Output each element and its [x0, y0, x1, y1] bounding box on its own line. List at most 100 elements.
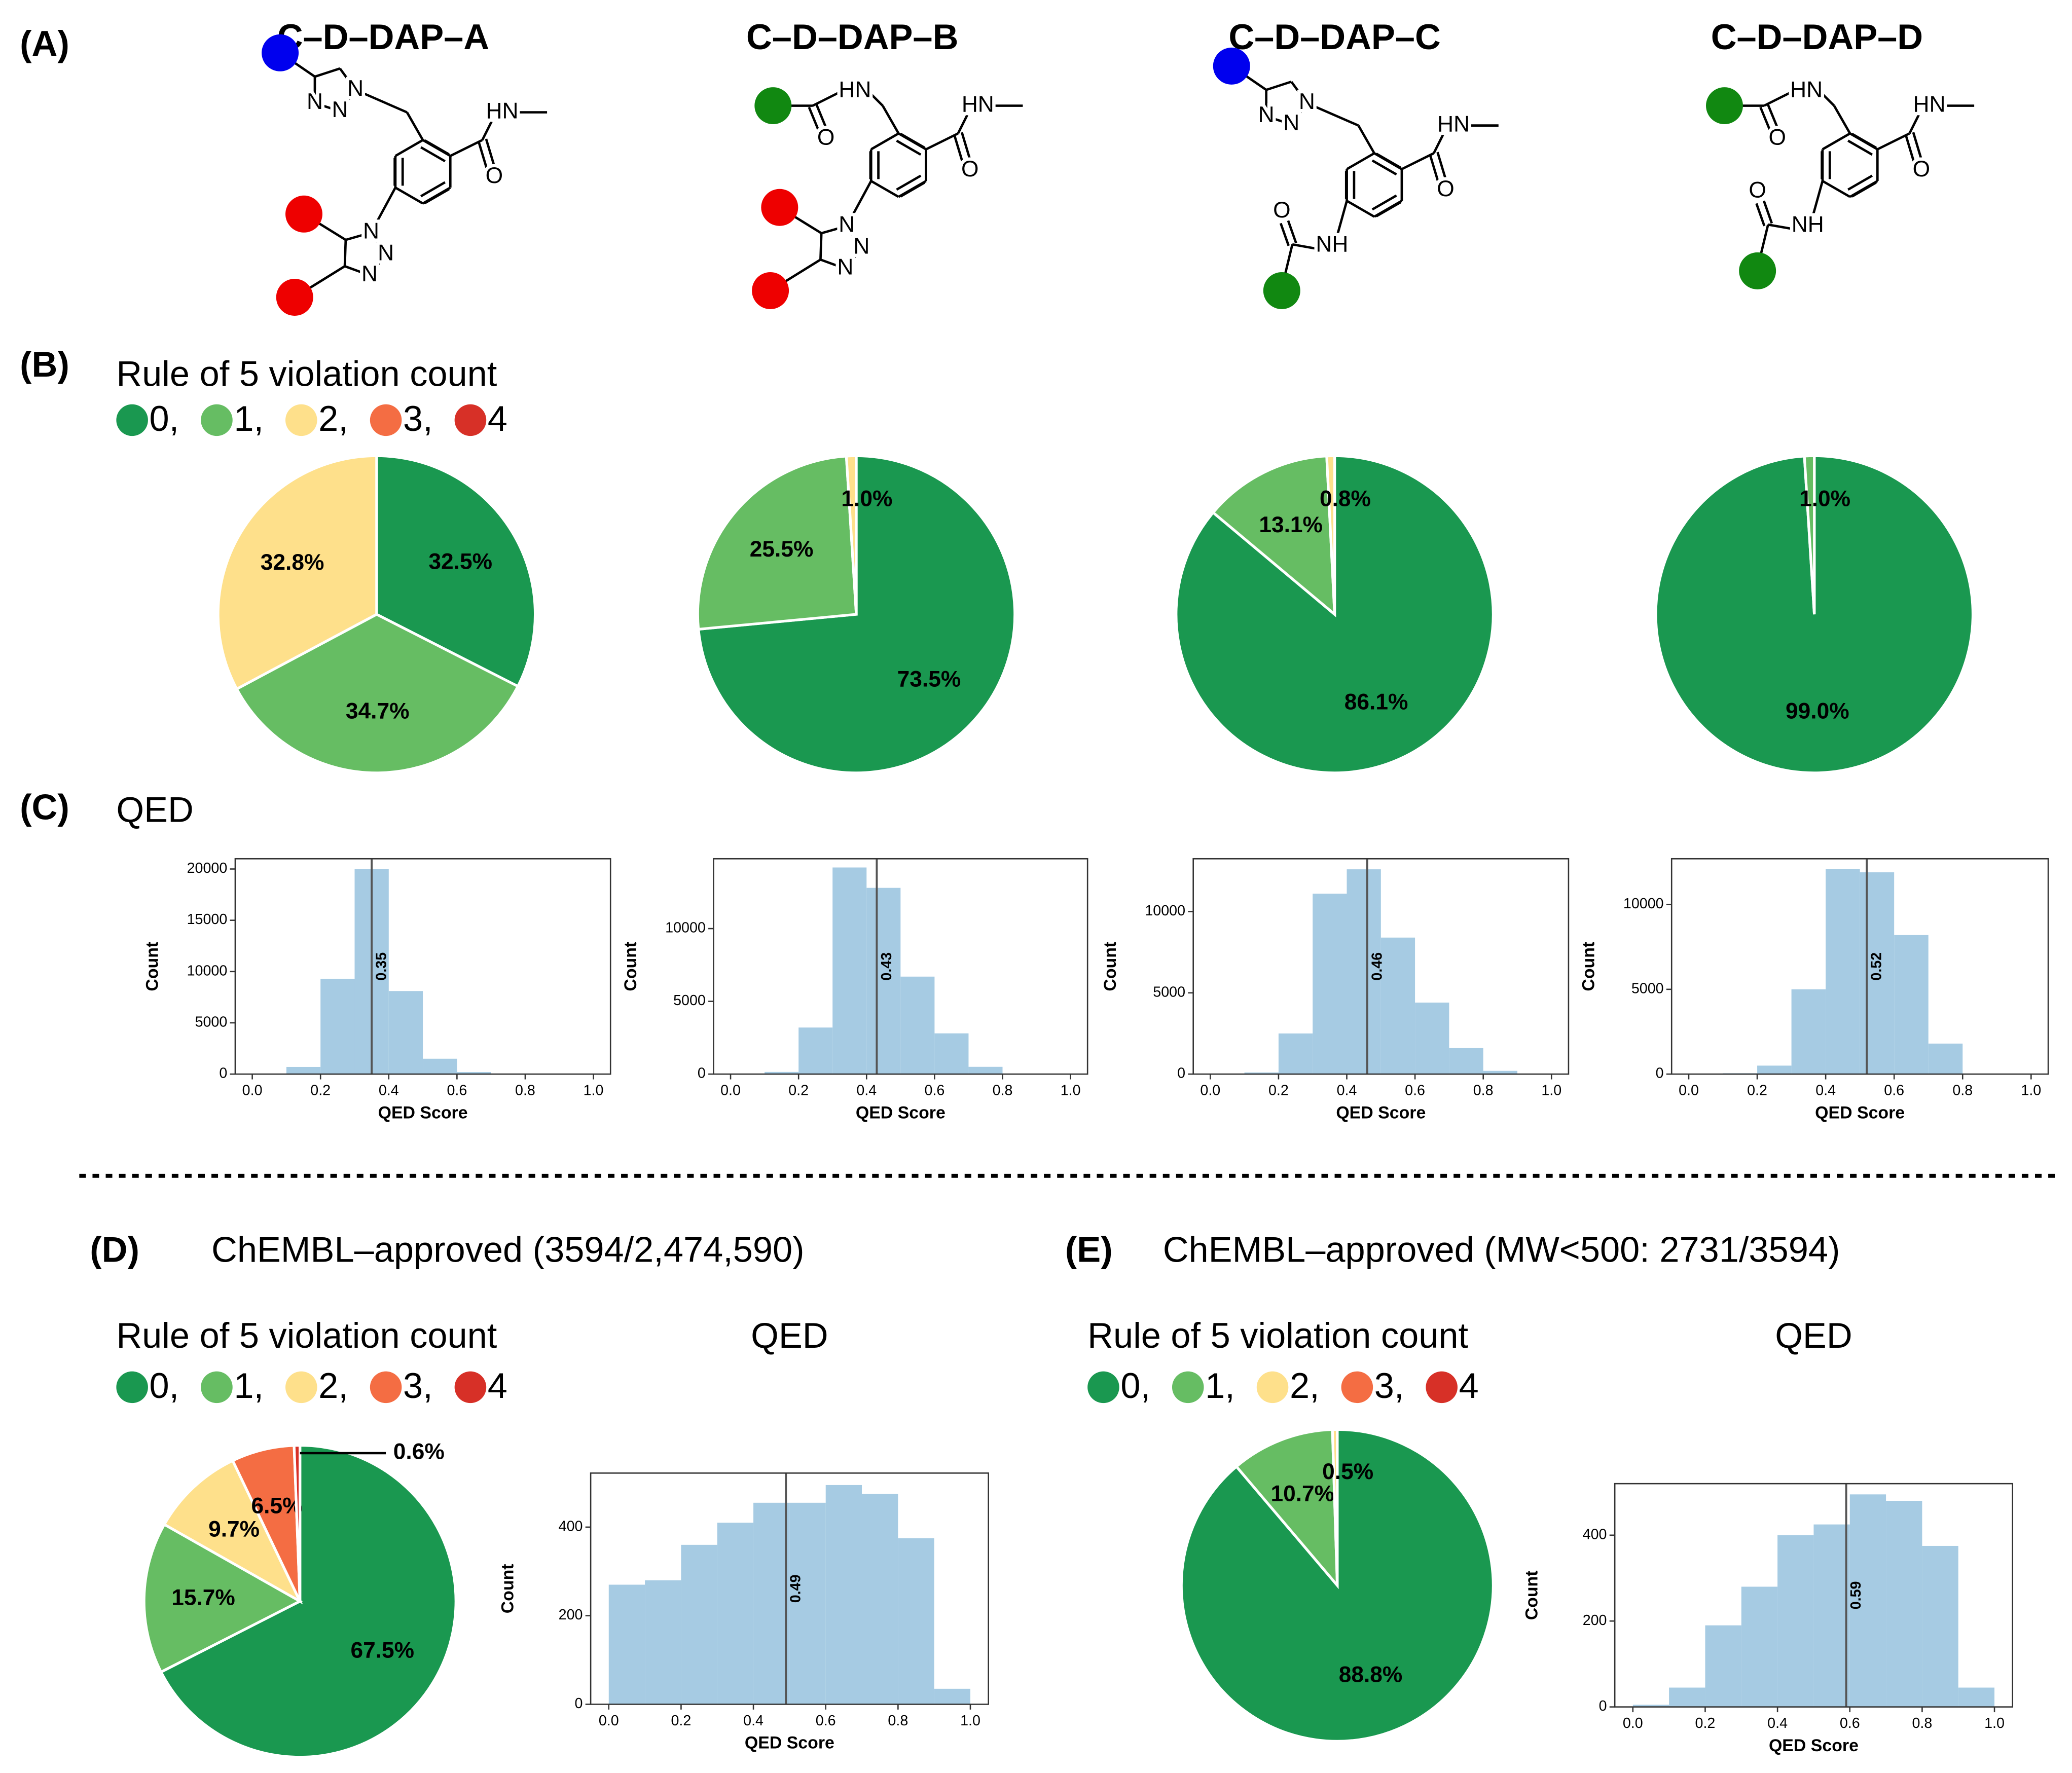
y-tick-label: 400 [1583, 1526, 1607, 1542]
bond [314, 102, 341, 113]
x-tick-label: 0.2 [1268, 1083, 1289, 1099]
pie-value-label: 67.5% [350, 1638, 414, 1663]
histogram-bar [825, 1485, 862, 1705]
atom-label: N [853, 234, 869, 259]
bond [1432, 134, 1444, 154]
pie-value-label: 1.0% [841, 487, 892, 511]
pie-slice [216, 454, 378, 691]
x-axis-label: QED Score [1815, 1103, 1905, 1122]
histogram-bar [1741, 1586, 1778, 1707]
histogram-bar [900, 976, 935, 1075]
histogram-bar [968, 1066, 1003, 1075]
x-tick-label: 0.4 [1337, 1083, 1357, 1099]
bond [1357, 125, 1375, 154]
legend-swatch [370, 404, 402, 436]
x-tick-label: 0.6 [1405, 1083, 1425, 1099]
bond [339, 67, 357, 91]
x-tick-label: 0.4 [743, 1713, 764, 1729]
atom-label: N [332, 97, 348, 122]
bond [420, 181, 446, 198]
atom-label: O [1913, 157, 1930, 181]
atom-label: NH [1792, 212, 1824, 237]
bond [1292, 243, 1315, 250]
atom-label: HN [1913, 92, 1946, 117]
bond [1373, 200, 1403, 218]
x-tick-label: 0.8 [1952, 1083, 1973, 1099]
bond [896, 174, 922, 191]
y-tick-label: 5000 [195, 1014, 228, 1030]
plot-frame [234, 858, 611, 1075]
legend-label: 2, [1290, 1365, 1320, 1406]
x-tick-label: 0.4 [379, 1083, 399, 1099]
histogram-bar [866, 888, 901, 1075]
histogram-bar [388, 991, 423, 1075]
legend-swatch [1256, 1371, 1289, 1403]
bond [370, 232, 387, 255]
legend-swatch [370, 1371, 402, 1403]
histogram-bar [1922, 1545, 1958, 1707]
panel-label: (B) [20, 344, 69, 384]
x-tick-label: 0.8 [1473, 1083, 1494, 1099]
bond [1279, 223, 1290, 246]
bond [1336, 200, 1348, 236]
bond [925, 132, 959, 151]
legend-label: 3, [403, 398, 433, 438]
legend-swatch [1172, 1371, 1204, 1403]
legend-label: 4 [1459, 1365, 1479, 1406]
pie-value-label: 32.8% [261, 550, 324, 575]
atom-label: O [1273, 198, 1290, 223]
legend-swatch [201, 404, 233, 436]
pie-slice [162, 1459, 303, 1605]
bond [422, 187, 451, 205]
legend-swatch [285, 404, 317, 436]
atom-label: HN [962, 92, 994, 117]
pie-value-label: 25.5% [750, 537, 814, 562]
legend-label: 1, [234, 1365, 264, 1406]
bond [1371, 194, 1397, 211]
bond [1436, 152, 1447, 179]
building-block [761, 189, 798, 226]
pie-slice [1331, 1428, 1339, 1585]
chart-title: QED [1775, 1315, 1852, 1355]
y-tick-label: 20000 [187, 860, 228, 876]
pie-slice [375, 454, 537, 688]
atom-label: N [361, 262, 378, 286]
x-tick-label: 1.0 [584, 1083, 604, 1099]
histogram-bar [457, 1072, 491, 1075]
atom-label: N [307, 89, 323, 114]
x-tick-label: 0.6 [447, 1083, 467, 1099]
histogram-bar [1632, 1705, 1669, 1707]
median-label: 0.35 [374, 952, 390, 981]
bond [1265, 80, 1292, 91]
legend-swatch [116, 404, 148, 436]
pie-value-label: 34.7% [346, 699, 410, 724]
bond [1768, 223, 1791, 230]
histogram-bar [1483, 1070, 1517, 1075]
x-tick-label: 0.4 [1815, 1083, 1836, 1099]
bond [1287, 220, 1297, 244]
y-axis-label: Count [1522, 1570, 1541, 1620]
bond [481, 121, 493, 141]
x-axis-label: QED Score [745, 1733, 834, 1753]
legend-swatch [285, 1371, 317, 1403]
histogram-bar [1380, 937, 1415, 1075]
histogram-bar [1347, 869, 1381, 1075]
bond [819, 233, 823, 260]
bond [1766, 103, 1778, 127]
bond [1373, 152, 1403, 170]
atom-label: O [1437, 176, 1454, 201]
bond [370, 187, 396, 233]
bond [477, 140, 488, 168]
x-tick-label: 0.0 [1200, 1083, 1220, 1099]
legend-label: 0, [1120, 1365, 1150, 1406]
bond [808, 106, 820, 130]
y-axis-label: Count [142, 942, 162, 991]
bond [1904, 134, 1915, 162]
building-block [285, 195, 322, 233]
x-tick-label: 0.0 [1623, 1715, 1643, 1731]
histogram-bar [645, 1580, 681, 1705]
pie-value-label: 86.1% [1344, 689, 1408, 714]
histogram-bar [608, 1584, 645, 1705]
atom-label: HN [1437, 112, 1470, 136]
pie-slice [696, 455, 858, 631]
